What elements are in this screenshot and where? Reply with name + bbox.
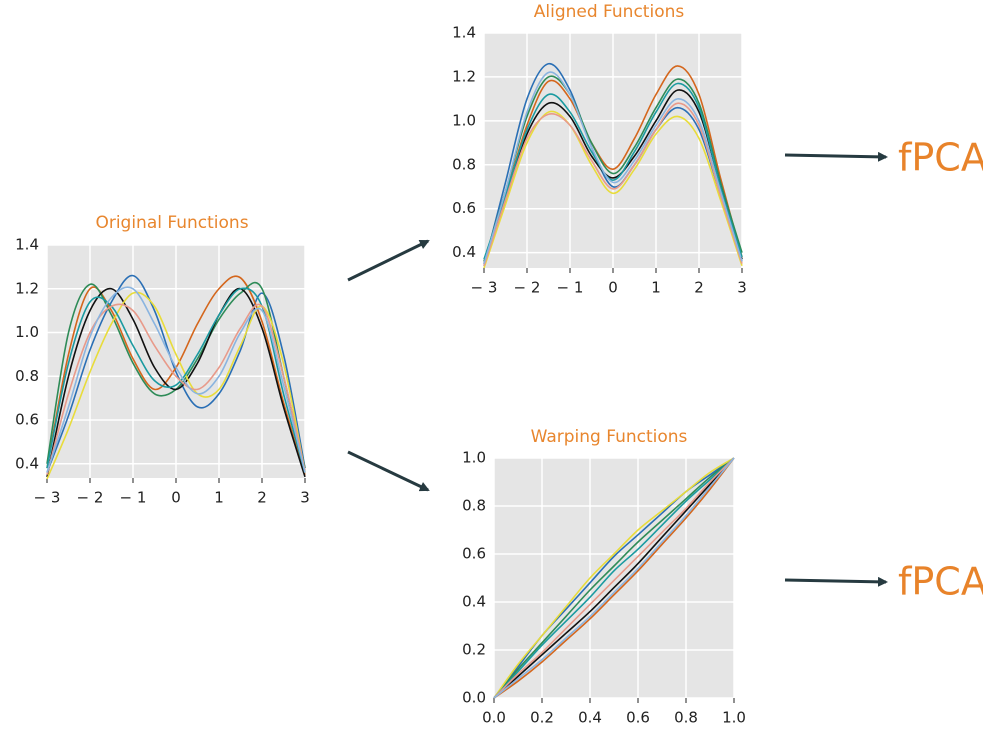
series-line bbox=[493, 457, 735, 699]
x-tick-label: − 1 bbox=[557, 279, 584, 297]
arrow bbox=[784, 576, 888, 587]
x-tick-label: 2 bbox=[694, 279, 704, 297]
y-tick-label: 0.8 bbox=[15, 367, 39, 385]
series-line bbox=[483, 62, 743, 267]
chart: 0.4 0.6 0.8 1.0 1.2 1.4 − 3 − 2 − 1 0 1 2 3 Aligned F… bbox=[452, 2, 983, 297]
x-tick-label: 3 bbox=[737, 279, 747, 297]
series-line bbox=[493, 457, 735, 699]
chart: 0.0 0.2 0.4 0.6 0.8 1.0 0.0 0.2 0.4 0.6 0.8 1.0 Warp… bbox=[462, 427, 983, 727]
x-tick-label: 0 bbox=[608, 279, 618, 297]
y-tick-label: 0.6 bbox=[452, 199, 476, 217]
x-tick-label: − 1 bbox=[120, 489, 147, 507]
y-tick-label: 0.4 bbox=[15, 454, 39, 472]
series-line bbox=[46, 286, 306, 473]
y-tick-label: 1.0 bbox=[15, 323, 39, 341]
x-tick-label: − 3 bbox=[34, 489, 61, 507]
arrows bbox=[347, 151, 888, 587]
x-tick-label: 3 bbox=[300, 489, 310, 507]
chart: 0.4 0.6 0.8 1.0 1.2 1.4 − 3 − 2 − 1 0 1 2 3 Original … bbox=[15, 213, 310, 507]
y-tick-label: 0.8 bbox=[462, 497, 486, 515]
series-line bbox=[483, 89, 743, 264]
x-tick-label: 0.8 bbox=[674, 709, 698, 727]
x-tick-label: 1.0 bbox=[722, 709, 746, 727]
chart-title: Warping Functions bbox=[531, 427, 688, 447]
x-tick-label: 0.4 bbox=[578, 709, 602, 727]
y-tick-label: 0.4 bbox=[462, 593, 486, 611]
y-tick-label: 0.8 bbox=[452, 155, 476, 173]
y-tick-label: 1.2 bbox=[15, 279, 39, 297]
series-line bbox=[483, 102, 743, 267]
series-line bbox=[46, 287, 306, 478]
annotation: fPCA bbox=[898, 136, 983, 180]
plot-area bbox=[494, 458, 734, 698]
y-tick-label: 0.2 bbox=[462, 641, 486, 659]
y-tick-label: 1.0 bbox=[462, 449, 486, 467]
y-tick-label: 1.4 bbox=[452, 24, 476, 42]
y-tick-label: 0.0 bbox=[462, 689, 486, 707]
x-tick-label: 2 bbox=[257, 489, 267, 507]
y-tick-label: 0.6 bbox=[462, 545, 486, 563]
series-line bbox=[483, 110, 743, 269]
series-line bbox=[46, 274, 306, 473]
arrow bbox=[347, 239, 430, 282]
annotation: fPCA bbox=[898, 560, 983, 604]
series-line bbox=[493, 457, 735, 699]
arrow bbox=[784, 151, 888, 162]
y-tick-label: 1.2 bbox=[452, 67, 476, 85]
x-tick-label: 1 bbox=[651, 279, 661, 297]
series-line bbox=[483, 82, 743, 260]
x-tick-label: 0 bbox=[171, 489, 181, 507]
x-tick-label: 0.0 bbox=[482, 709, 506, 727]
series-line bbox=[493, 457, 735, 699]
x-tick-label: 0.2 bbox=[530, 709, 554, 727]
series-line bbox=[493, 457, 735, 699]
series-line bbox=[483, 71, 743, 264]
series-line bbox=[493, 457, 735, 699]
series-line bbox=[46, 291, 306, 480]
chart-title: Aligned Functions bbox=[534, 2, 685, 22]
y-tick-label: 1.4 bbox=[15, 236, 39, 254]
chart-title: Original Functions bbox=[95, 213, 248, 233]
x-tick-label: − 2 bbox=[514, 279, 541, 297]
x-tick-label: − 2 bbox=[77, 489, 104, 507]
series-line bbox=[483, 75, 743, 262]
y-tick-label: 0.4 bbox=[452, 243, 476, 261]
series-line bbox=[483, 65, 743, 264]
x-tick-label: − 3 bbox=[471, 279, 498, 297]
x-tick-label: 0.6 bbox=[626, 709, 650, 727]
arrow bbox=[347, 450, 430, 492]
series-line bbox=[493, 457, 735, 699]
y-tick-label: 1.0 bbox=[452, 111, 476, 129]
x-tick-label: 1 bbox=[214, 489, 224, 507]
series-line bbox=[46, 303, 306, 475]
y-tick-label: 0.6 bbox=[15, 411, 39, 429]
